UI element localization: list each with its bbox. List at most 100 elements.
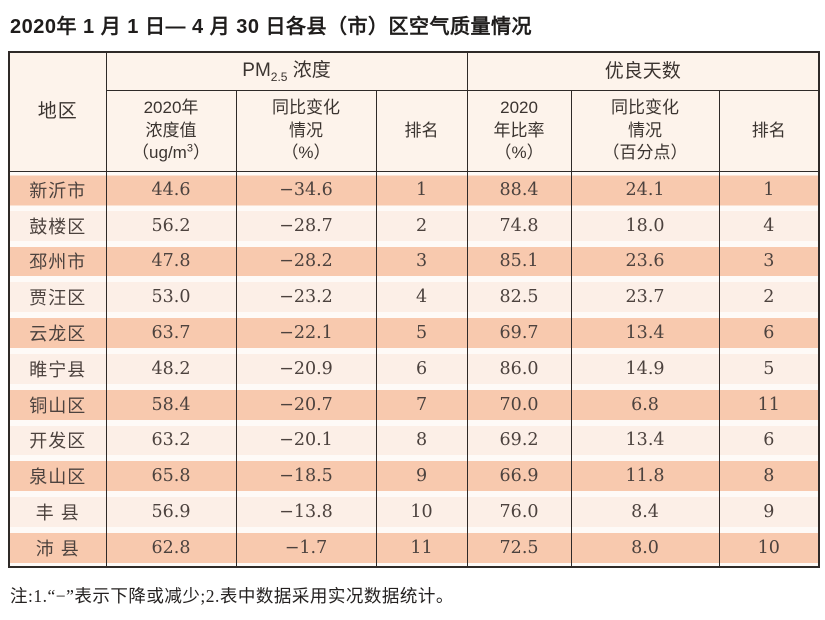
days-rate-cell: 69.7	[466, 315, 572, 351]
pm-change-cell: −20.1	[235, 422, 377, 459]
table-row: 邳州市 47.8 −28.2 3 85.1 23.6 3	[8, 243, 820, 280]
days-rank-cell: 8	[718, 458, 820, 495]
days-change-cell: 8.0	[570, 529, 720, 567]
table-row: 鼓楼区 56.2 −28.7 2 74.8 18.0 4	[8, 207, 820, 244]
pm-value-cell: 56.9	[105, 494, 237, 530]
pm-change-header-line3: （%）	[281, 143, 331, 163]
pm-value-header-line2: 浓度值	[145, 120, 197, 140]
table-body: 新沂市 44.6 −34.6 1 88.4 24.1 1 鼓楼区 56.2 −2…	[8, 171, 820, 567]
table-row: 丰 县 56.9 −13.8 10 76.0 8.4 9	[8, 494, 820, 530]
days-change-cell: 11.8	[570, 458, 720, 495]
days-change-cell: 23.6	[570, 243, 720, 280]
days-change-cell: 6.8	[570, 386, 720, 423]
pm-value-cell: 48.2	[105, 350, 237, 387]
region-cell: 泉山区	[8, 458, 107, 495]
region-cell: 邳州市	[8, 243, 107, 280]
days-rank-cell: 10	[718, 529, 820, 567]
pm-rank-cell: 9	[375, 458, 468, 495]
days-change-header-line2: 情况	[628, 120, 663, 140]
days-rate-cell: 85.1	[466, 243, 572, 280]
days-rate-cell: 69.2	[466, 422, 572, 459]
column-header-pm-change: 同比变化 情况 （%）	[235, 90, 377, 172]
pm-rank-cell: 1	[375, 171, 468, 208]
days-change-cell: 14.9	[570, 350, 720, 387]
pm-rank-cell: 5	[375, 315, 468, 351]
pm-change-cell: −28.7	[235, 207, 377, 244]
region-cell: 贾汪区	[8, 279, 107, 316]
table-row: 睢宁县 48.2 −20.9 6 86.0 14.9 5	[8, 350, 820, 387]
days-change-header-line3: （百分点）	[602, 143, 688, 163]
pm-rank-cell: 10	[375, 494, 468, 530]
pm-change-cell: −22.1	[235, 315, 377, 351]
region-cell: 铜山区	[8, 386, 107, 423]
days-change-cell: 8.4	[570, 494, 720, 530]
pm-group-subscript: 2.5	[270, 69, 288, 84]
pm-change-cell: −18.5	[235, 458, 377, 495]
column-group-pm25: PM2.5 浓度	[105, 51, 468, 91]
days-change-cell: 13.4	[570, 315, 720, 351]
days-change-header-line1: 同比变化	[611, 97, 680, 117]
days-rank-cell: 4	[718, 207, 820, 244]
pm-value-cell: 63.7	[105, 315, 237, 351]
pm-change-cell: −23.2	[235, 279, 377, 316]
table-row: 铜山区 58.4 −20.7 7 70.0 6.8 11	[8, 386, 820, 423]
days-rate-header-line1: 2020	[500, 97, 538, 117]
region-cell: 新沂市	[8, 171, 107, 208]
pm-value-cell: 58.4	[105, 386, 237, 423]
column-header-days-change: 同比变化 情况 （百分点）	[570, 90, 720, 172]
days-change-cell: 13.4	[570, 422, 720, 459]
pm-value-header-line3: （ug/m3）	[107, 142, 236, 165]
pm-value-cell: 63.2	[105, 422, 237, 459]
pm-rank-cell: 7	[375, 386, 468, 423]
column-header-days-rate: 2020 年比率 （%）	[466, 90, 572, 172]
days-change-cell: 18.0	[570, 207, 720, 244]
air-quality-table: 地区 PM2.5 浓度 优良天数 2020年 浓度值 （ug/m3） 同比变化 …	[8, 51, 821, 568]
pm-rank-cell: 3	[375, 243, 468, 280]
pm-value-cell: 62.8	[105, 529, 237, 567]
pm-change-cell: −28.2	[235, 243, 377, 280]
pm-value-header-line1: 2020年	[143, 97, 199, 117]
sub-header-row: 2020年 浓度值 （ug/m3） 同比变化 情况 （%） 排名 2020 年比…	[9, 90, 820, 172]
region-cell: 鼓楼区	[8, 207, 107, 244]
days-rank-cell: 2	[718, 279, 820, 316]
footnote: 注:1.“−”表示下降或减少;2.表中数据采用实况数据统计。	[10, 585, 454, 606]
pm-change-cell: −20.7	[235, 386, 377, 423]
pm-rank-cell: 8	[375, 422, 468, 459]
pm-group-prefix: PM	[242, 60, 271, 81]
region-cell: 开发区	[8, 422, 107, 459]
pm-value-cell: 47.8	[105, 243, 237, 280]
days-rank-cell: 6	[718, 315, 820, 351]
days-rate-cell: 86.0	[466, 350, 572, 387]
pm-value-cell: 53.0	[105, 279, 237, 316]
pm-value-cell: 44.6	[105, 171, 237, 208]
days-rank-cell: 1	[718, 171, 820, 208]
pm-rank-cell: 4	[375, 279, 468, 316]
days-rate-cell: 70.0	[466, 386, 572, 423]
days-rate-header-line2: 年比率	[493, 120, 545, 140]
pm-change-header-line1: 同比变化	[272, 97, 340, 117]
pm-group-label: 浓度	[287, 60, 331, 81]
pm-value-unit-post: ）	[192, 143, 210, 163]
column-header-region: 地区	[8, 51, 107, 172]
column-header-days-rank: 排名	[718, 90, 820, 172]
days-rate-cell: 72.5	[466, 529, 572, 567]
days-change-cell: 24.1	[570, 171, 720, 208]
pm-rank-cell: 11	[375, 529, 468, 567]
table-row: 贾汪区 53.0 −23.2 4 82.5 23.7 2	[8, 279, 820, 316]
pm-rank-cell: 2	[375, 207, 468, 244]
days-change-cell: 23.7	[570, 279, 720, 316]
days-rate-cell: 74.8	[466, 207, 572, 244]
days-rank-cell: 9	[718, 494, 820, 530]
days-rate-cell: 88.4	[466, 171, 572, 208]
days-rank-cell: 11	[718, 386, 820, 423]
column-header-pm-value: 2020年 浓度值 （ug/m3）	[105, 90, 237, 172]
pm-rank-cell: 6	[375, 350, 468, 387]
table-row: 新沂市 44.6 −34.6 1 88.4 24.1 1	[8, 171, 820, 208]
days-rate-cell: 82.5	[466, 279, 572, 316]
days-rate-cell: 66.9	[466, 458, 572, 495]
table-row: 开发区 63.2 −20.1 8 69.2 13.4 6	[8, 422, 820, 459]
days-rank-cell: 5	[718, 350, 820, 387]
column-header-pm-rank: 排名	[375, 90, 468, 172]
pm-value-unit-sup: 3	[186, 142, 193, 155]
